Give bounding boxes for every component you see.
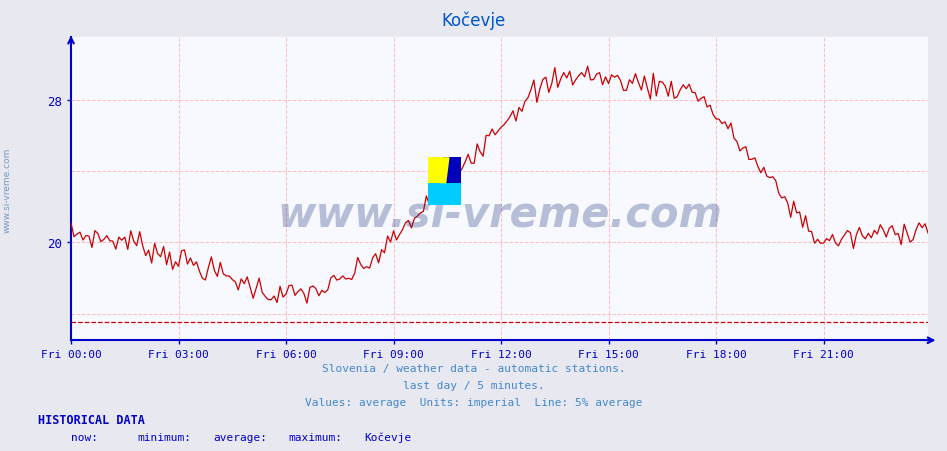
Polygon shape <box>439 158 450 184</box>
Polygon shape <box>428 158 443 184</box>
Text: Slovenia / weather data - automatic stations.: Slovenia / weather data - automatic stat… <box>322 363 625 373</box>
Text: last day / 5 minutes.: last day / 5 minutes. <box>402 380 545 390</box>
Polygon shape <box>443 158 461 184</box>
Text: Kočevje: Kočevje <box>441 11 506 30</box>
Text: HISTORICAL DATA: HISTORICAL DATA <box>38 413 145 426</box>
Polygon shape <box>428 184 461 205</box>
Text: average:: average: <box>213 432 267 442</box>
Text: Kočevje: Kočevje <box>365 432 412 442</box>
Text: maximum:: maximum: <box>289 432 343 442</box>
Text: now:: now: <box>71 432 98 442</box>
Text: Values: average  Units: imperial  Line: 5% average: Values: average Units: imperial Line: 5%… <box>305 397 642 407</box>
Text: www.si-vreme.com: www.si-vreme.com <box>3 147 12 232</box>
Text: minimum:: minimum: <box>137 432 191 442</box>
Text: www.si-vreme.com: www.si-vreme.com <box>277 193 722 235</box>
